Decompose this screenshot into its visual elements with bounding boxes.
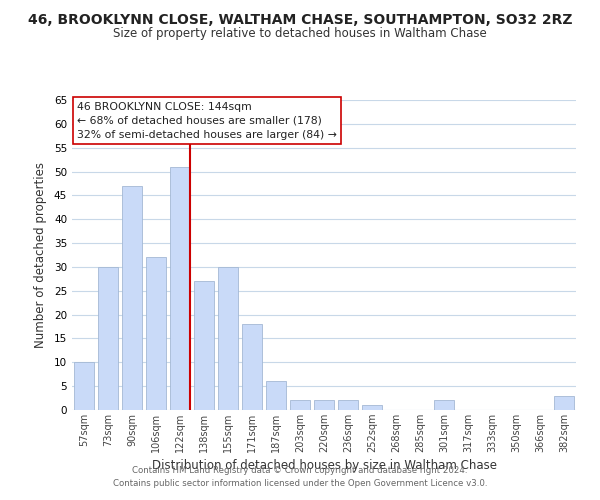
Bar <box>146 258 166 410</box>
Bar <box>362 405 382 410</box>
Text: 46, BROOKLYNN CLOSE, WALTHAM CHASE, SOUTHAMPTON, SO32 2RZ: 46, BROOKLYNN CLOSE, WALTHAM CHASE, SOUT… <box>28 12 572 26</box>
Bar <box>242 324 262 410</box>
Bar <box>290 400 310 410</box>
X-axis label: Distribution of detached houses by size in Waltham Chase: Distribution of detached houses by size … <box>151 459 497 472</box>
Bar <box>218 267 238 410</box>
Bar <box>554 396 574 410</box>
Bar <box>170 167 190 410</box>
Bar <box>434 400 454 410</box>
Bar <box>122 186 142 410</box>
Bar <box>194 281 214 410</box>
Text: 46 BROOKLYNN CLOSE: 144sqm
← 68% of detached houses are smaller (178)
32% of sem: 46 BROOKLYNN CLOSE: 144sqm ← 68% of deta… <box>77 102 337 140</box>
Bar <box>74 362 94 410</box>
Text: Size of property relative to detached houses in Waltham Chase: Size of property relative to detached ho… <box>113 28 487 40</box>
Bar <box>314 400 334 410</box>
Bar <box>338 400 358 410</box>
Text: Contains HM Land Registry data © Crown copyright and database right 2024.
Contai: Contains HM Land Registry data © Crown c… <box>113 466 487 487</box>
Bar <box>98 267 118 410</box>
Bar <box>266 382 286 410</box>
Y-axis label: Number of detached properties: Number of detached properties <box>34 162 47 348</box>
